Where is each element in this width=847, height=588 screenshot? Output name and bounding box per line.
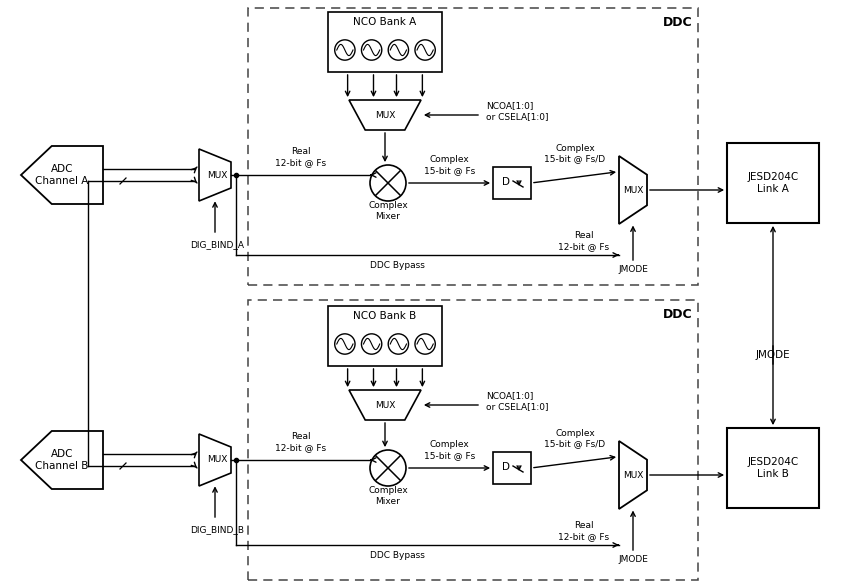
Text: MUX: MUX [375, 111, 396, 119]
Text: JMODE: JMODE [618, 265, 648, 273]
Text: D: D [502, 177, 510, 187]
Circle shape [415, 40, 435, 60]
Text: JMODE: JMODE [618, 554, 648, 563]
Text: JESD204C
Link B: JESD204C Link B [747, 457, 799, 479]
Bar [493, 452, 531, 484]
Circle shape [370, 450, 406, 486]
Text: ADC
Channel A: ADC Channel A [36, 164, 89, 186]
Circle shape [362, 334, 382, 354]
Text: NCO Bank A: NCO Bank A [353, 17, 417, 27]
Text: NCOA[1:0]
or CSELA[1:0]: NCOA[1:0] or CSELA[1:0] [486, 101, 549, 121]
Polygon shape [349, 100, 421, 130]
Text: Real
12-bit @ Fs: Real 12-bit @ Fs [275, 148, 326, 167]
Text: MUX: MUX [375, 400, 396, 409]
Text: DDC: DDC [663, 308, 693, 320]
Bar [727, 143, 819, 223]
Text: Complex
Mixer: Complex Mixer [368, 201, 408, 220]
Text: Complex
15-bit @ Fs: Complex 15-bit @ Fs [424, 440, 475, 460]
Text: Complex
15-bit @ Fs/D: Complex 15-bit @ Fs/D [545, 144, 606, 163]
Bar [248, 300, 698, 580]
Text: Complex
15-bit @ Fs: Complex 15-bit @ Fs [424, 155, 475, 175]
Text: MUX: MUX [623, 470, 643, 479]
Text: DDC Bypass: DDC Bypass [370, 550, 425, 560]
Text: Real
12-bit @ Fs: Real 12-bit @ Fs [558, 522, 610, 541]
Polygon shape [199, 434, 231, 486]
Text: JMODE: JMODE [756, 350, 790, 360]
Text: DDC: DDC [663, 15, 693, 28]
Polygon shape [619, 441, 647, 509]
Bar [328, 306, 442, 366]
Text: Complex
Mixer: Complex Mixer [368, 486, 408, 506]
Text: Real
12-bit @ Fs: Real 12-bit @ Fs [275, 432, 326, 452]
Circle shape [415, 334, 435, 354]
Text: MUX: MUX [623, 185, 643, 195]
Text: NCO Bank B: NCO Bank B [353, 311, 417, 321]
Bar [727, 428, 819, 508]
Polygon shape [349, 390, 421, 420]
Polygon shape [21, 431, 103, 489]
Circle shape [388, 334, 408, 354]
Polygon shape [199, 149, 231, 201]
Circle shape [362, 40, 382, 60]
Polygon shape [619, 156, 647, 224]
Text: ADC
Channel B: ADC Channel B [36, 449, 89, 471]
Circle shape [370, 165, 406, 201]
Text: MUX: MUX [207, 456, 227, 465]
Circle shape [335, 40, 355, 60]
Bar [328, 12, 442, 72]
Text: D: D [502, 462, 510, 472]
Text: NCOA[1:0]
or CSELA[1:0]: NCOA[1:0] or CSELA[1:0] [486, 391, 549, 410]
Bar [248, 8, 698, 285]
Text: JESD204C
Link A: JESD204C Link A [747, 172, 799, 194]
Text: DDC Bypass: DDC Bypass [370, 260, 425, 269]
Polygon shape [21, 146, 103, 204]
Circle shape [388, 40, 408, 60]
Bar [493, 167, 531, 199]
Text: Real
12-bit @ Fs: Real 12-bit @ Fs [558, 231, 610, 250]
Text: Complex
15-bit @ Fs/D: Complex 15-bit @ Fs/D [545, 429, 606, 448]
Text: MUX: MUX [207, 171, 227, 179]
Text: DIG_BIND_B: DIG_BIND_B [190, 526, 244, 534]
Circle shape [335, 334, 355, 354]
Text: DIG_BIND_A: DIG_BIND_A [190, 240, 244, 249]
